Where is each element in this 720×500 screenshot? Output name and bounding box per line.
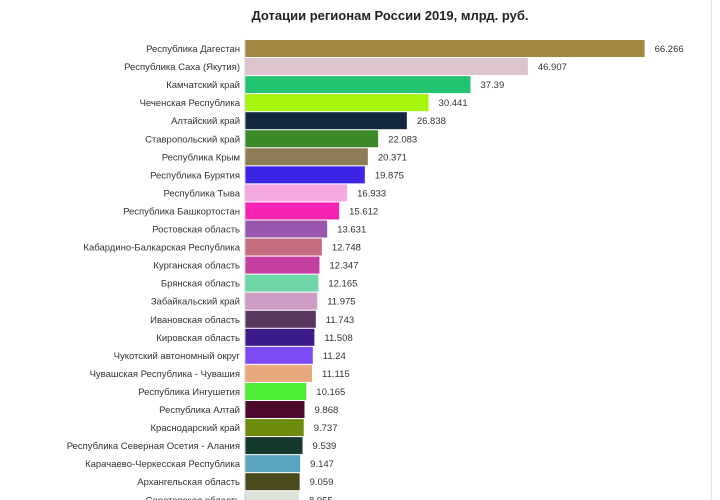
value-label: 46.907 <box>538 62 567 73</box>
value-label: 9.737 <box>314 423 338 434</box>
category-label: Чукотский автономный округ <box>114 351 241 362</box>
value-label: 9.539 <box>313 441 337 452</box>
category-label: Республика Саха (Якутия) <box>124 62 240 73</box>
bar[interactable] <box>245 76 471 94</box>
value-label: 16.933 <box>357 188 386 199</box>
category-label: Саратовская область <box>146 495 240 500</box>
value-label: 22.083 <box>388 134 417 145</box>
bar[interactable] <box>245 220 328 238</box>
value-label: 13.631 <box>337 225 366 236</box>
bar[interactable] <box>245 310 316 328</box>
chart-title: Дотации регионам России 2019, млрд. руб. <box>251 8 529 23</box>
category-label: Ставропольский край <box>145 134 240 145</box>
category-label: Чеченская Республика <box>140 98 241 109</box>
value-label: 12.165 <box>328 279 357 290</box>
value-label: 11.975 <box>327 297 355 308</box>
value-label: 15.612 <box>349 206 378 217</box>
value-label: 26.838 <box>417 116 446 127</box>
bar[interactable] <box>245 256 320 274</box>
category-label: Республика Бурятия <box>150 170 240 181</box>
bar[interactable] <box>245 437 303 455</box>
value-label: 20.371 <box>378 152 407 163</box>
category-label: Курганская область <box>153 261 240 272</box>
bar[interactable] <box>245 274 319 292</box>
value-label: 9.147 <box>310 459 334 470</box>
value-label: 12.347 <box>329 261 358 272</box>
category-label: Республика Северная Осетия - Алания <box>67 441 240 452</box>
bar[interactable] <box>245 40 645 57</box>
bar[interactable] <box>245 419 304 437</box>
category-label: Республика Крым <box>162 152 240 163</box>
category-label: Чувашская Республика - Чувашия <box>90 369 240 380</box>
bar[interactable] <box>245 58 528 76</box>
value-label: 37.39 <box>480 80 504 91</box>
value-label: 9.868 <box>315 405 339 416</box>
category-label: Республика Дагестан <box>146 44 240 55</box>
value-label: 9.059 <box>310 477 334 488</box>
value-label: 10.165 <box>316 387 345 398</box>
page-border <box>711 0 712 500</box>
value-label: 8.955 <box>309 495 333 500</box>
category-label: Карачаево-Черкесская Республика <box>85 459 241 470</box>
category-label: Республика Ингушетия <box>138 387 240 398</box>
value-label: 12.748 <box>332 243 361 254</box>
value-label: 30.441 <box>439 98 468 109</box>
bar[interactable] <box>245 491 299 500</box>
category-label: Кировская область <box>156 333 240 344</box>
bar[interactable] <box>245 184 348 202</box>
value-label: 11.743 <box>326 315 354 326</box>
value-label: 11.115 <box>322 369 350 380</box>
category-label: Республика Алтай <box>159 405 240 416</box>
value-label: 11.24 <box>323 351 346 362</box>
category-label: Ивановская область <box>150 315 240 326</box>
bar[interactable] <box>245 148 368 166</box>
category-label: Республика Башкортостан <box>123 206 240 217</box>
category-label: Брянская область <box>161 279 240 290</box>
category-label: Архангельская область <box>137 477 240 488</box>
bar[interactable] <box>245 401 305 418</box>
value-label: 19.875 <box>375 170 404 181</box>
bar[interactable] <box>245 202 340 220</box>
category-label: Ростовская область <box>152 225 240 236</box>
bar[interactable] <box>245 382 307 400</box>
value-label: 66.266 <box>655 44 684 55</box>
bar[interactable] <box>245 130 379 148</box>
value-label: 11.508 <box>324 333 352 344</box>
category-label: Алтайский край <box>171 116 240 127</box>
bar[interactable] <box>245 292 318 310</box>
bar[interactable] <box>245 238 322 256</box>
bar[interactable] <box>245 473 300 491</box>
bar[interactable] <box>245 166 365 184</box>
bar[interactable] <box>245 94 429 112</box>
bar[interactable] <box>245 346 313 364</box>
category-label: Краснодарский край <box>151 423 240 434</box>
bar[interactable] <box>245 455 301 473</box>
category-label: Республика Тыва <box>163 188 240 199</box>
bar[interactable] <box>245 112 407 130</box>
category-label: Кабардино-Балкарская Республика <box>83 243 240 254</box>
bar[interactable] <box>245 328 315 346</box>
category-label: Забайкальский край <box>151 297 240 308</box>
category-label: Камчатский край <box>166 80 240 91</box>
bar[interactable] <box>245 364 313 382</box>
